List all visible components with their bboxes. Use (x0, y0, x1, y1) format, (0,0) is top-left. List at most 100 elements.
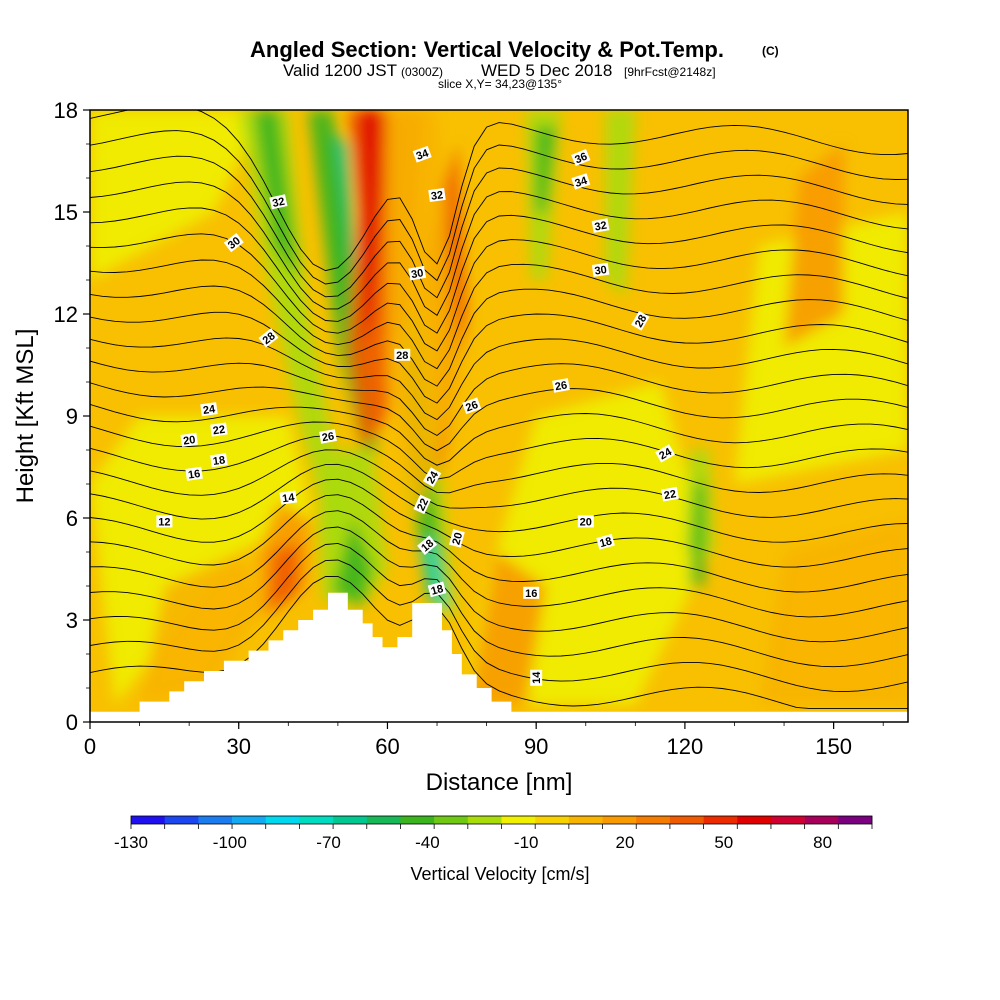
vertical-velocity-field (90, 110, 908, 705)
contour-label: 18 (210, 453, 228, 468)
colorbar-swatch (164, 816, 199, 824)
contour-label: 32 (269, 194, 288, 210)
colorbar-label: Vertical Velocity [cm/s] (410, 864, 589, 884)
valid-line: Valid 1200 JST (0300Z) WED 5 Dec 2018 [9… (283, 61, 716, 80)
contour-label: 14 (279, 490, 298, 506)
contour-label-bg (417, 535, 438, 555)
contour-label-bg (258, 328, 279, 348)
slice-label: slice X,Y= 34,23@135° (438, 77, 562, 91)
field-region (536, 127, 556, 212)
valid-utc: (0300Z) (401, 65, 443, 79)
colorbar: -130 -100 -70 -40 -10 20 50 80 (114, 815, 873, 852)
contour-label: 24 (655, 444, 676, 463)
contour-label-text: 18 (212, 454, 226, 468)
contour-label-bg (413, 494, 432, 515)
colorbar-swatch (299, 816, 334, 824)
isentrope-line (90, 478, 908, 568)
contour-label-bg (523, 586, 540, 599)
contour-label: 20 (577, 515, 594, 528)
isentrope-line (90, 449, 908, 518)
colorbar-swatch (265, 816, 300, 824)
contour-label: 26 (319, 429, 337, 444)
contour-label: 26 (462, 397, 482, 414)
field-region (759, 518, 908, 705)
colorbar-swatch (669, 816, 704, 824)
colorbar-swatch (602, 816, 637, 824)
contour-label: 34 (412, 145, 432, 163)
isentrope-line (90, 285, 908, 387)
contour-label-bg (571, 149, 591, 167)
contour-label-text: 24 (202, 403, 217, 417)
field-region (332, 518, 373, 607)
contour-label-bg (210, 422, 228, 437)
y-tick-label: 0 (66, 710, 78, 735)
contour-label-text: 32 (594, 220, 608, 234)
field-region (605, 110, 636, 297)
colorbar-swatch (198, 816, 233, 824)
field-region (90, 110, 264, 280)
y-axis: 0 3 6 9 12 15 18 (54, 98, 90, 735)
isentrope-line (90, 435, 908, 494)
contour-label-text: 26 (464, 399, 480, 414)
contour-label-text: 30 (410, 267, 424, 281)
contour-label: 30 (223, 232, 244, 253)
contour-label-bg (428, 187, 446, 203)
contour-label-text: 20 (580, 516, 592, 528)
contour-label-bg (279, 490, 298, 505)
contour-label-text: 14 (531, 671, 543, 684)
colorbar-tick-label: 50 (714, 833, 733, 852)
isentrope-line (90, 360, 908, 437)
contour-label: 32 (428, 187, 446, 203)
isentrope-line (90, 181, 908, 316)
x-tick-label: 0 (84, 734, 96, 759)
contour-label: 18 (596, 533, 615, 550)
contour-label-bg (223, 232, 244, 253)
potential-temperature-contours (90, 110, 908, 709)
colorbar-tick-label: -10 (514, 833, 539, 852)
contour-label-text: 30 (226, 235, 243, 252)
contour-label-bg (449, 529, 465, 548)
contour-label-bg (631, 310, 650, 331)
colorbar-tick-label: -40 (415, 833, 440, 852)
contour-label-text: 30 (594, 264, 608, 278)
terrain (90, 592, 908, 722)
contour-label: 18 (427, 581, 447, 598)
contour-label-bg (571, 173, 591, 190)
colorbar-tick-label: 80 (813, 833, 832, 852)
contour-label-text: 12 (158, 516, 170, 528)
isentrope-line (90, 382, 908, 452)
colorbar-swatch (333, 816, 368, 824)
contour-label-bg (591, 262, 610, 277)
contour-label-bg (596, 533, 615, 550)
contour-label: 22 (413, 494, 432, 515)
colorbar-swatch (636, 816, 671, 824)
contour-label-text: 14 (282, 492, 297, 506)
colorbar-tick-label: -70 (316, 833, 341, 852)
contour-label-text: 32 (271, 196, 285, 210)
colorbar-swatch (535, 816, 570, 824)
isentrope-line (90, 130, 908, 285)
contour-label-bg (394, 348, 411, 361)
contour-label-text: 28 (396, 350, 408, 362)
isentrope-line (90, 526, 908, 643)
contour-label-bg (577, 515, 594, 528)
contour-label: 24 (200, 402, 218, 417)
contour-label-bg (552, 378, 570, 393)
field-region (689, 484, 705, 586)
contour-label-bg (269, 194, 288, 210)
contour-label: 28 (631, 310, 650, 331)
isentrope-line (90, 421, 908, 480)
contour-label: 28 (394, 348, 411, 362)
field-region (387, 110, 462, 518)
contour-label: 28 (258, 328, 279, 348)
field-region (253, 110, 299, 280)
isentrope-line (90, 110, 908, 272)
field-region (139, 552, 264, 705)
contour-label-text: 16 (525, 588, 537, 600)
contour-label-text: 22 (415, 497, 431, 513)
contour-label-text: 34 (573, 174, 589, 189)
chart-title: Angled Section: Vertical Velocity & Pot.… (250, 37, 724, 62)
isentrope-line (90, 403, 908, 466)
colorbar-swatch (366, 816, 401, 824)
colorbar-tick-label: 20 (616, 833, 635, 852)
